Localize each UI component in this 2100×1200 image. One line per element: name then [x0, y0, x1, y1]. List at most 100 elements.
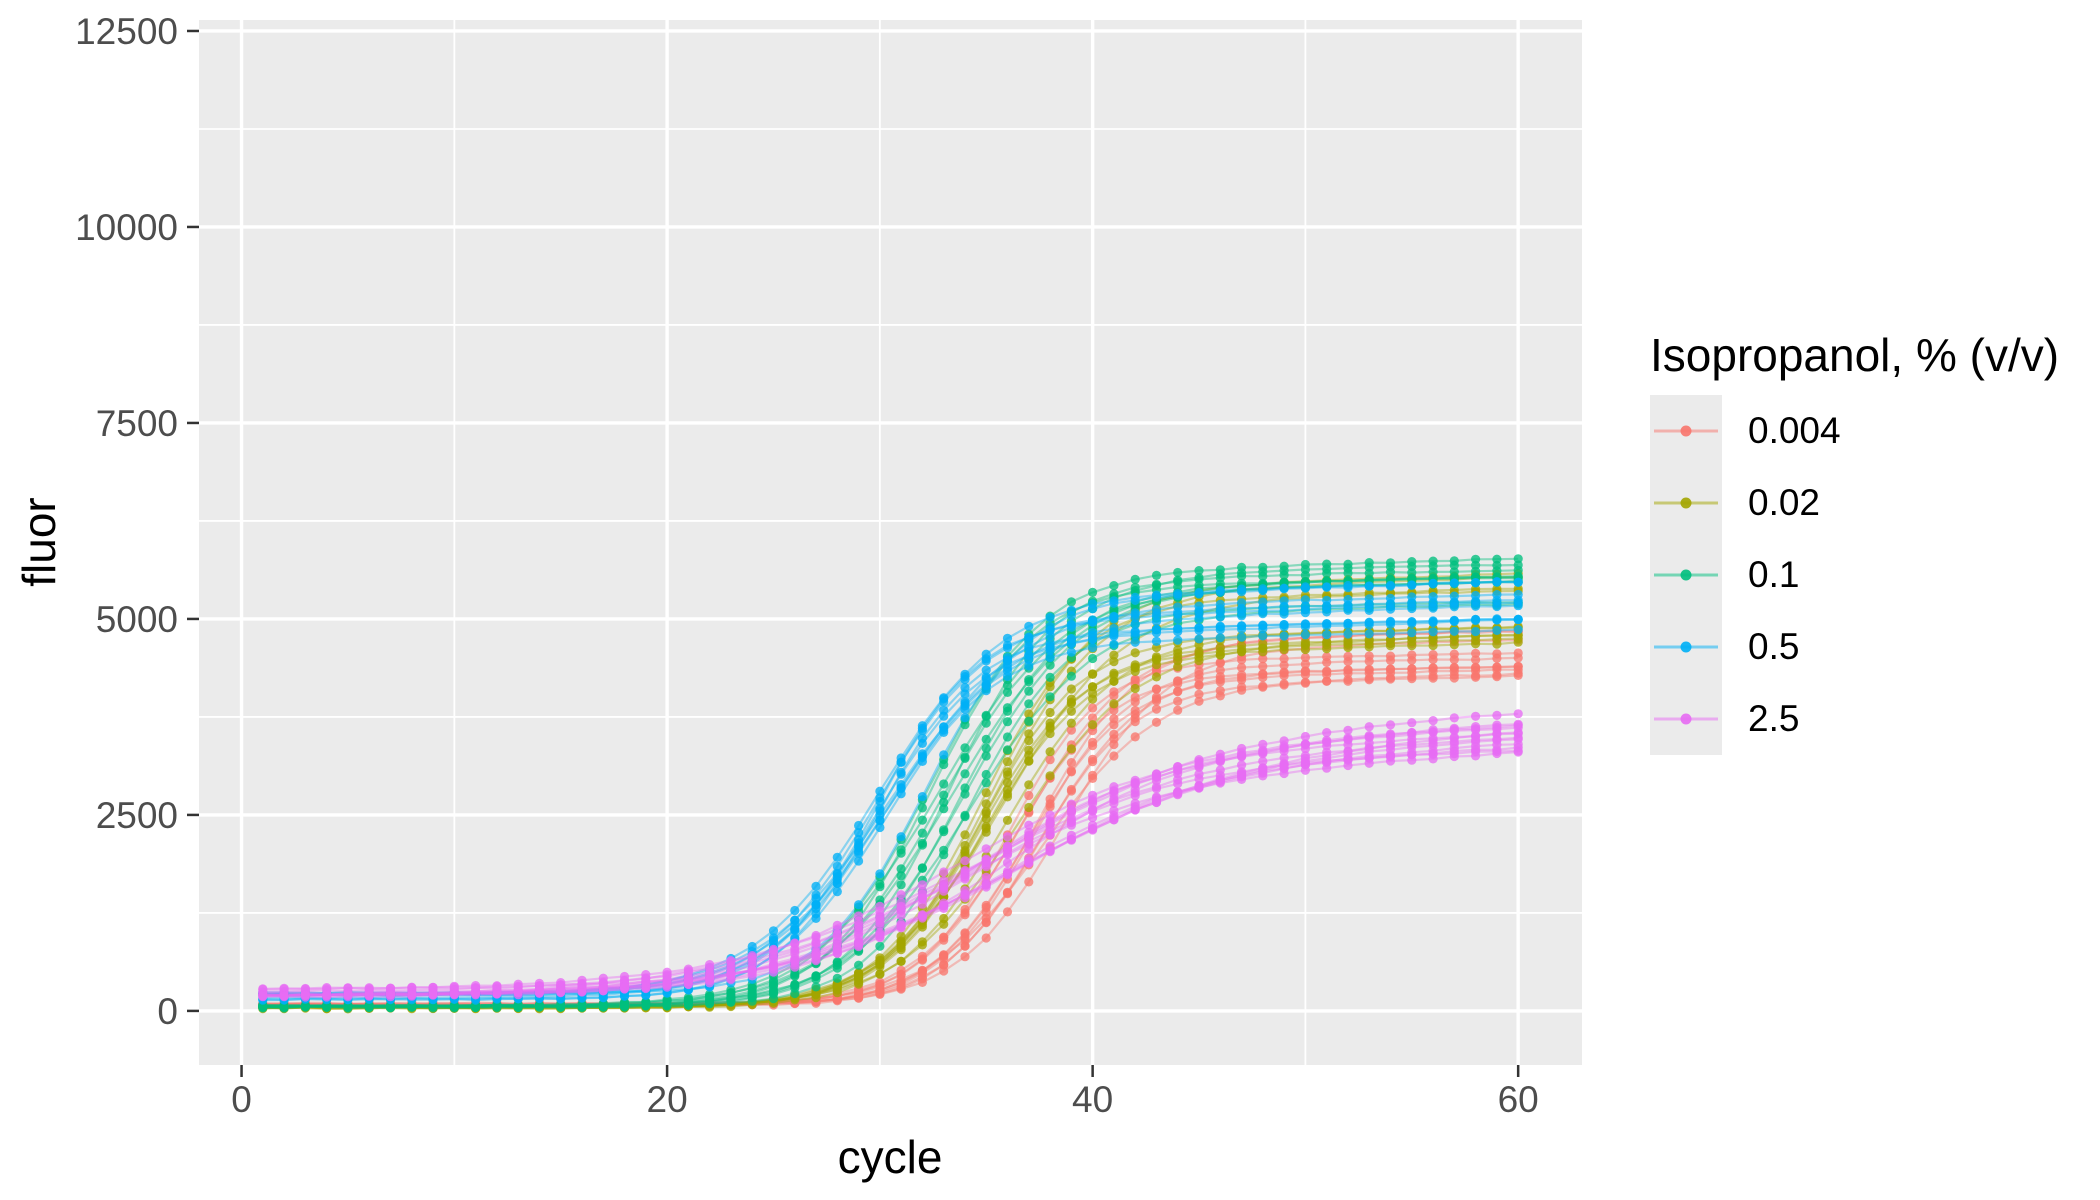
data-point-0.004	[1364, 651, 1374, 661]
data-point-0.02	[1045, 721, 1055, 732]
data-point-0.004	[1343, 665, 1353, 675]
data-point-0.5	[1258, 586, 1268, 596]
data-point-0.5	[1194, 613, 1204, 624]
data-point-0.5	[1173, 607, 1183, 617]
data-point-0.1	[1045, 660, 1055, 670]
data-point-0.004	[832, 994, 842, 1004]
data-point-2.5	[1364, 746, 1374, 757]
data-point-2.5	[1237, 750, 1247, 760]
data-point-2.5	[875, 921, 885, 931]
data-point-0.004	[1173, 686, 1183, 696]
data-point-0.004	[960, 904, 970, 915]
data-point-2.5	[1088, 790, 1098, 800]
data-point-0.004	[1237, 682, 1247, 692]
data-point-0.1	[875, 941, 885, 951]
data-point-0.02	[981, 799, 991, 809]
data-point-2.5	[1194, 774, 1204, 784]
legend-item-label: 0.004	[1748, 410, 1841, 451]
data-point-0.5	[1066, 634, 1076, 644]
data-point-2.5	[854, 937, 864, 948]
data-point-2.5	[1428, 716, 1438, 726]
data-point-2.5	[449, 981, 459, 991]
data-point-0.004	[1513, 648, 1523, 658]
data-point-0.1	[981, 778, 991, 788]
data-point-0.5	[854, 848, 864, 858]
data-point-0.02	[1045, 747, 1055, 757]
data-point-2.5	[1130, 798, 1140, 808]
data-point-0.004	[1407, 650, 1417, 660]
data-point-0.02	[1130, 683, 1140, 694]
data-point-2.5	[1279, 743, 1289, 753]
data-point-2.5	[1066, 835, 1076, 845]
data-point-0.004	[981, 907, 991, 917]
data-point-2.5	[832, 930, 842, 940]
legend-item-0.5: 0.5	[1650, 611, 2059, 683]
data-point-2.5	[747, 951, 757, 961]
data-point-2.5	[917, 911, 928, 921]
data-point-0.1	[1002, 703, 1013, 713]
data-point-0.5	[1045, 612, 1055, 623]
data-point-2.5	[790, 939, 800, 949]
data-point-0.004	[1151, 717, 1162, 727]
data-point-0.02	[1066, 698, 1076, 709]
data-point-0.1	[1492, 560, 1502, 571]
data-point-0.004	[1109, 714, 1119, 724]
data-point-0.1	[1045, 692, 1055, 702]
data-point-0.1	[939, 825, 949, 835]
data-point-0.5	[1130, 619, 1140, 629]
data-point-2.5	[1343, 734, 1353, 745]
data-point-0.1	[1151, 580, 1162, 591]
data-point-0.5	[790, 905, 800, 916]
data-point-0.1	[1024, 686, 1034, 696]
data-point-0.1	[619, 1002, 630, 1012]
data-point-0.5	[1024, 632, 1034, 642]
data-point-0.1	[1002, 680, 1013, 691]
data-point-0.5	[1279, 584, 1289, 594]
data-point-0.5	[917, 792, 928, 802]
data-point-0.004	[1449, 673, 1459, 683]
data-point-2.5	[981, 880, 991, 890]
data-point-2.5	[1130, 791, 1140, 801]
legend-title: Isopropanol, % (v/v)	[1650, 329, 2060, 381]
data-point-0.5	[1343, 618, 1353, 629]
x-tick-label: 40	[1072, 1079, 1113, 1120]
data-point-0.02	[1109, 668, 1119, 678]
legend-key-glyph	[1654, 641, 1718, 653]
legend-key-glyph	[1654, 425, 1718, 437]
legend-key-swatch	[1650, 683, 1722, 755]
data-point-0.02	[939, 913, 949, 924]
data-point-2.5	[1407, 742, 1417, 752]
data-point-2.5	[1088, 812, 1098, 823]
data-point-0.5	[1194, 634, 1204, 644]
legend-item-0.004: 0.004	[1650, 395, 2059, 467]
data-point-0.1	[854, 960, 864, 970]
data-point-0.1	[811, 982, 821, 992]
data-point-0.1	[896, 871, 906, 881]
data-point-2.5	[1002, 858, 1013, 868]
data-point-0.5	[1364, 599, 1374, 609]
data-point-0.5	[1045, 641, 1055, 651]
data-point-0.5	[960, 689, 970, 699]
data-point-2.5	[1237, 760, 1247, 770]
data-point-0.1	[428, 1002, 438, 1012]
data-point-0.5	[917, 733, 928, 743]
data-point-2.5	[1173, 779, 1183, 789]
data-point-0.004	[1300, 667, 1310, 677]
data-point-2.5	[1151, 797, 1162, 807]
data-point-0.5	[960, 675, 970, 685]
data-point-0.02	[917, 920, 928, 930]
data-point-0.004	[1173, 676, 1183, 686]
data-point-0.1	[1045, 672, 1055, 683]
data-point-0.5	[981, 656, 991, 666]
data-point-0.004	[1045, 755, 1055, 765]
data-point-0.5	[1428, 616, 1438, 627]
data-point-0.1	[556, 1002, 566, 1013]
data-point-0.02	[1279, 638, 1289, 648]
data-point-0.02	[1045, 771, 1055, 781]
data-point-2.5	[513, 987, 523, 997]
data-point-0.004	[1364, 675, 1374, 685]
data-point-2.5	[1322, 728, 1332, 738]
data-point-0.5	[1237, 632, 1247, 642]
data-point-0.02	[854, 972, 864, 982]
